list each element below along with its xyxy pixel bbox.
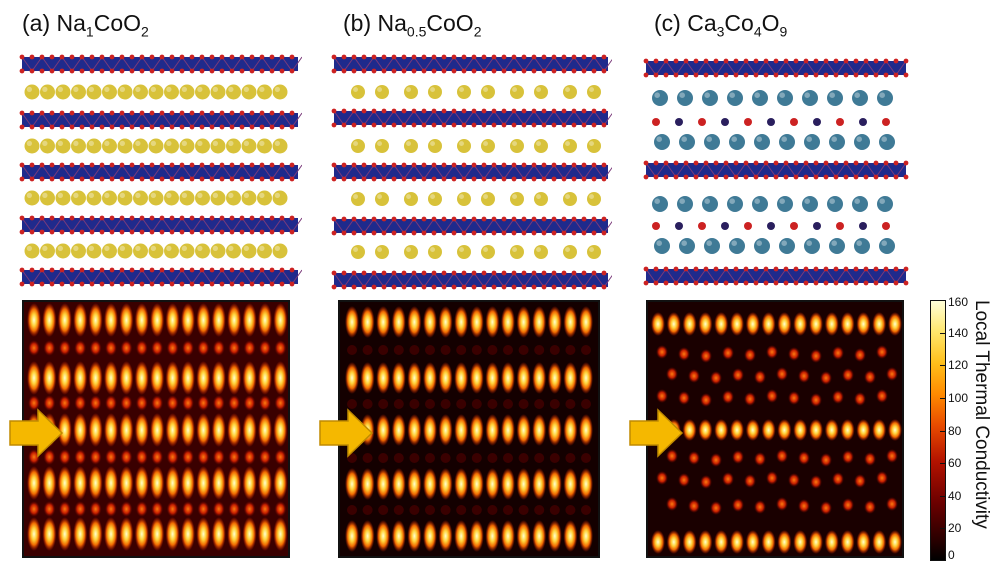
panel-b-title: (b) Na0.5CoO2: [343, 10, 481, 40]
na-atom-row: [351, 139, 601, 153]
low-conductivity-row: [347, 453, 591, 463]
coo2-layer: [331, 216, 612, 236]
colorbar-tickmark: [940, 365, 946, 367]
coo2-layer: [19, 162, 302, 182]
low-conductivity-row: [347, 399, 591, 409]
scattered-hotspots: [656, 345, 898, 515]
colorbar-tickmark: [940, 397, 946, 399]
panel-b-formula: Na0.5CoO2: [377, 10, 482, 40]
na-atom-row: [24, 190, 288, 206]
coo2-layer: [331, 108, 612, 128]
colorbar-tick-label: 0: [948, 548, 955, 562]
low-conductivity-row: [28, 340, 287, 356]
rocksalt-block: [652, 90, 895, 150]
high-conductivity-row: [27, 303, 288, 337]
heat-flow-arrow-c: [629, 408, 684, 458]
crystal-structure-a: [19, 54, 302, 287]
colorbar-tickmark: [940, 300, 946, 301]
high-conductivity-row: [345, 468, 593, 500]
na-atom-row: [351, 192, 601, 206]
high-conductivity-row: [27, 517, 288, 551]
high-conductivity-row: [345, 306, 593, 338]
colorbar-tick-label: 160: [948, 295, 969, 309]
coo2-layer: [19, 267, 302, 287]
high-conductivity-row: [651, 312, 902, 336]
colorbar-tickmark: [940, 430, 946, 432]
high-conductivity-row: [27, 466, 288, 500]
na-atom-row: [24, 243, 288, 259]
low-conductivity-row: [28, 501, 287, 517]
coo2-layer: [643, 266, 909, 286]
high-conductivity-row: [27, 413, 288, 447]
thermal-map-c: [646, 300, 904, 558]
crystal-structure-c: [643, 58, 909, 286]
na-atom-row: [351, 245, 601, 259]
colorbar-tickmark: [940, 463, 946, 465]
colorbar-tick-label: 140: [948, 325, 969, 340]
thermal-map-b: [338, 300, 600, 558]
coo2-layer: [331, 270, 612, 290]
low-conductivity-row: [28, 395, 287, 411]
colorbar-tick-label: 20: [948, 521, 962, 536]
panel-c-title: (c) Ca3Co4O9: [654, 10, 787, 40]
panel-c-letter: (c): [654, 10, 681, 36]
high-conductivity-row: [27, 361, 288, 395]
colorbar-tickmark: [940, 528, 946, 530]
low-conductivity-row: [347, 345, 591, 355]
colorbar-tick-label: 40: [948, 488, 962, 503]
coo2-layer: [19, 215, 302, 235]
colorbar-tick-label: 80: [948, 423, 962, 438]
colorbar-tick-label: 100: [948, 390, 969, 405]
rocksalt-block: [652, 196, 895, 254]
colorbar-tickmark: [940, 332, 946, 334]
panel-b-letter: (b): [343, 10, 372, 36]
high-conductivity-row: [651, 530, 902, 554]
crystal-structure-b: [331, 54, 612, 290]
coo2-layer: [331, 54, 612, 74]
panel-c-formula: Ca3Co4O9: [687, 10, 788, 40]
na-atom-row: [351, 85, 601, 99]
coo2-layer: [19, 54, 302, 74]
low-conductivity-row: [28, 449, 287, 465]
coo2-layer: [19, 110, 302, 130]
colorbar-label: Local Thermal Conductivity: [971, 300, 990, 529]
heat-flow-arrow-a: [9, 408, 64, 458]
coo2-layer: [643, 58, 909, 78]
colorbar-tick-label: 120: [948, 358, 969, 373]
coo2-layer: [331, 162, 612, 182]
na-atom-row: [24, 138, 288, 154]
colorbar-tick-label: 60: [948, 456, 962, 471]
panel-a-formula: Na1CoO2: [56, 10, 149, 40]
panel-a-title: (a) Na1CoO2: [22, 10, 149, 40]
coo2-layer: [643, 160, 909, 180]
high-conductivity-row: [345, 520, 593, 552]
panel-a-letter: (a): [22, 10, 51, 36]
na-atom-row: [24, 84, 288, 100]
high-conductivity-row: [345, 362, 593, 394]
colorbar-tickmark: [940, 495, 946, 497]
low-conductivity-row: [347, 505, 591, 515]
heat-flow-arrow-b: [319, 408, 374, 458]
